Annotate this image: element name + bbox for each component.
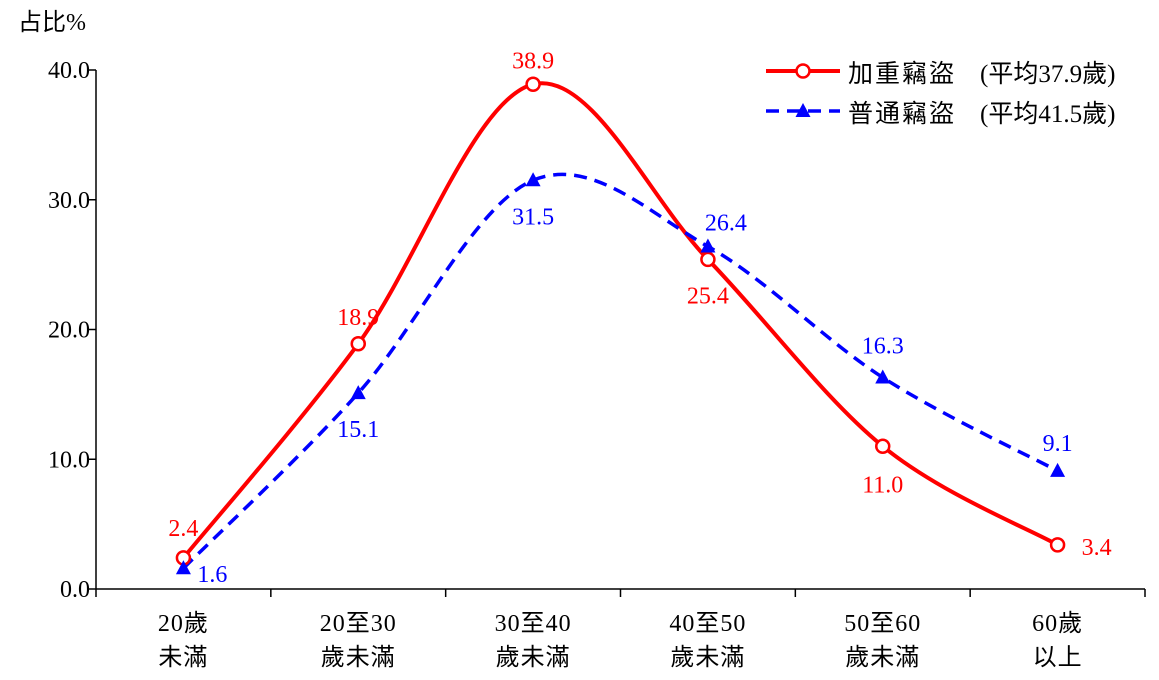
x-tick-label: 20至30 — [320, 611, 397, 637]
series-ordinary-theft-data-label: 1.6 — [197, 562, 227, 588]
series-aggravated-theft-point — [1049, 537, 1066, 553]
legend-point — [795, 63, 811, 79]
x-tick-label: 20歲 — [158, 610, 209, 637]
series-aggravated-theft-point — [875, 438, 891, 455]
legend-label: 加重竊盜 — [848, 60, 956, 88]
legend-item: 普通竊盜 (平均41.5歲) — [766, 100, 1115, 128]
series-ordinary-theft-point — [525, 172, 541, 187]
series-aggravated-theft-data-label: 25.4 — [687, 283, 729, 309]
y-tick-label: 30.0 — [48, 188, 90, 214]
series-aggravated-theft — [181, 81, 1059, 560]
legend: 加重竊盜 (平均37.9歲) 普通竊盜 (平均41.5歲) — [766, 60, 1115, 128]
series-ordinary-theft-point — [875, 369, 891, 384]
x-tick-label: 50至60 — [844, 611, 921, 637]
series-ordinary-theft-marks: 1.6 15.1 31.5 26.4 16.3 9.1 — [175, 172, 1073, 588]
series-aggravated-theft-data-label: 18.9 — [337, 305, 379, 331]
legend-note: (平均37.9歲) — [980, 60, 1115, 88]
y-tick-label: 40.0 — [48, 58, 90, 84]
x-tick-label: 60歲 — [1032, 610, 1083, 637]
series-aggravated-theft-data-label: 2.4 — [168, 516, 198, 542]
series-ordinary-theft-data-label: 15.1 — [337, 417, 379, 443]
legend-label: 普通竊盜 — [848, 100, 956, 128]
x-tick-label: 40至50 — [669, 611, 746, 637]
y-axis-title: 占比% — [18, 9, 86, 36]
series-ordinary-theft-line — [182, 172, 1059, 570]
series-aggravated-theft-data-label: 11.0 — [862, 472, 903, 498]
series-aggravated-theft-point — [525, 76, 541, 93]
x-tick-label: 歲未滿 — [496, 644, 571, 671]
y-tick-label: 20.0 — [48, 318, 90, 344]
legend-item: 加重竊盜 (平均37.9歲) — [766, 60, 1115, 88]
series-ordinary-theft-data-label: 16.3 — [862, 334, 904, 360]
series-aggravated-theft-line — [181, 81, 1059, 560]
series-aggravated-theft-point — [350, 336, 366, 352]
x-tick-label: 30至40 — [495, 611, 572, 637]
series-aggravated-theft-point — [700, 251, 716, 268]
x-tick-label: 歲未滿 — [845, 644, 920, 671]
series-layer: 2.4 18.9 38.9 25.4 11.0 3.4 1.6 15.1 31.5 26.4 16.… — [168, 48, 1111, 588]
series-ordinary-theft-point — [1050, 462, 1066, 477]
legend-point — [795, 103, 811, 117]
x-tick-label: 未滿 — [158, 644, 208, 671]
series-ordinary-theft-point — [700, 238, 716, 253]
series-ordinary-theft-data-label: 31.5 — [512, 204, 554, 230]
x-tick-label: 歲未滿 — [321, 644, 396, 671]
series-aggravated-theft-marks: 2.4 18.9 38.9 25.4 11.0 3.4 — [168, 48, 1112, 566]
legend-note: (平均41.5歲) — [980, 100, 1115, 128]
series-ordinary-theft-point — [175, 560, 191, 575]
x-tick-label: 以上 — [1033, 644, 1083, 671]
series-ordinary-theft-data-label: 9.1 — [1043, 431, 1073, 457]
x-tick-label: 歲未滿 — [670, 644, 745, 671]
series-aggravated-theft-data-label: 38.9 — [512, 48, 554, 74]
y-tick-label: 10.0 — [48, 447, 90, 473]
y-tick-label: 0.0 — [60, 577, 90, 603]
series-ordinary-theft — [182, 172, 1059, 570]
series-aggravated-theft-data-label: 3.4 — [1082, 535, 1112, 561]
series-ordinary-theft-data-label: 26.4 — [705, 210, 747, 236]
series-ordinary-theft-point — [350, 385, 366, 400]
